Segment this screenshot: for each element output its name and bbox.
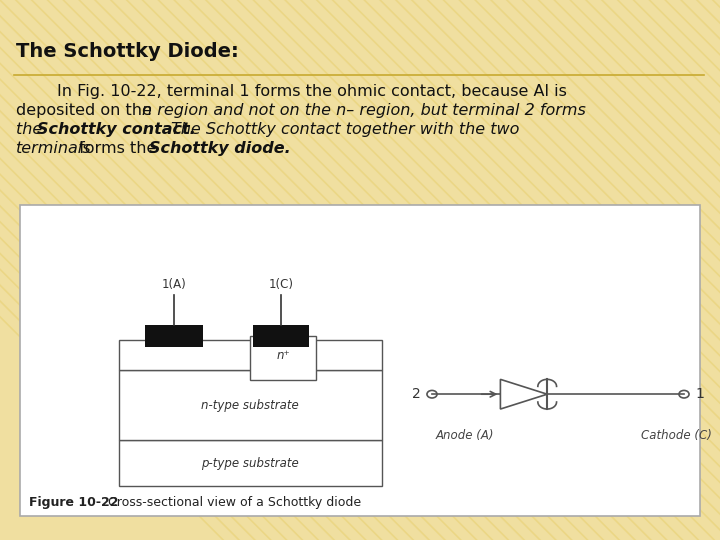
Text: 1: 1	[696, 387, 704, 401]
Bar	[119, 440, 382, 486]
Text: The Schottky Diode:: The Schottky Diode:	[16, 42, 238, 61]
Text: Anode (A): Anode (A)	[435, 429, 494, 442]
Text: Schottky diode.: Schottky diode.	[149, 141, 291, 156]
Text: 1(C): 1(C)	[269, 278, 294, 291]
Text: terminals: terminals	[16, 141, 91, 156]
Text: deposited on the: deposited on the	[16, 103, 157, 118]
Bar	[253, 325, 310, 347]
Text: Cathode (C): Cathode (C)	[642, 429, 712, 442]
Text: The Schottky contact together with the two: The Schottky contact together with the t…	[171, 122, 520, 137]
Text: Figure 10-22: Figure 10-22	[29, 496, 118, 509]
Text: forms the: forms the	[74, 141, 162, 156]
Text: 1(A): 1(A)	[161, 278, 186, 291]
Bar	[145, 325, 203, 347]
Bar	[119, 370, 382, 440]
Bar	[119, 340, 382, 370]
Bar	[251, 336, 316, 380]
Text: n-type substrate: n-type substrate	[202, 399, 299, 411]
Text: n⁺: n⁺	[276, 349, 290, 362]
Text: p-type substrate: p-type substrate	[202, 456, 299, 470]
Text: n region and not on the n– region, but terminal 2 forms: n region and not on the n– region, but t…	[142, 103, 585, 118]
Text: the: the	[16, 122, 48, 137]
Bar	[20, 205, 700, 516]
Text: In Fig. 10-22, terminal 1 forms the ohmic contact, because Al is: In Fig. 10-22, terminal 1 forms the ohmi…	[16, 84, 567, 99]
Polygon shape	[500, 379, 547, 409]
Text: Schottky contact.: Schottky contact.	[37, 122, 195, 137]
Text: Cross-sectional view of a Schottky diode: Cross-sectional view of a Schottky diode	[96, 496, 361, 509]
Text: 2: 2	[412, 387, 420, 401]
